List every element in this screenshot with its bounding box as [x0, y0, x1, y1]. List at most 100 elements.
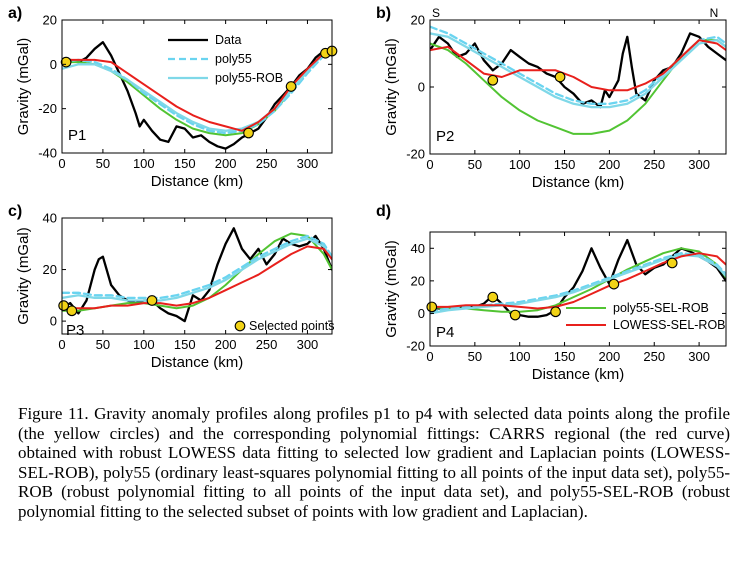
legend-label: Data: [215, 33, 241, 47]
selected-point: [66, 305, 78, 317]
panel-letter: b): [376, 5, 391, 22]
direction-label-south: S: [432, 6, 440, 20]
y-tick-label: -20: [38, 101, 57, 116]
selected-point: [666, 257, 678, 269]
y-tick-label: -20: [406, 339, 425, 354]
y-tick-label: 20: [411, 13, 425, 28]
series-data: [430, 32, 726, 109]
y-tick-label: 0: [418, 80, 425, 95]
x-axis-label: Distance (km): [532, 366, 625, 383]
x-tick-label: 150: [174, 337, 196, 352]
x-tick-label: 50: [468, 349, 482, 364]
x-axis-label: Distance (km): [151, 354, 244, 371]
x-tick-label: 200: [215, 156, 237, 171]
x-axis-label: Distance (km): [532, 174, 625, 191]
legend-label: LOWESS-SEL-ROB: [613, 318, 726, 332]
legend-label: Selected points: [249, 319, 334, 333]
selected-point: [509, 309, 521, 321]
figure-caption: Figure 11. Gravity anomaly profiles alon…: [18, 404, 730, 521]
series-poly55-sel-rob: [430, 247, 726, 313]
profile-label: P2: [436, 128, 454, 145]
x-tick-label: 0: [58, 337, 65, 352]
chart-panel-3: 0 50 100 150 200 250 300 0 20 40 Distance (km) Grav…: [8, 203, 334, 371]
chart-panel-1: 0 50 100 150 200 250 300 -40 -20 0 20 Distance (km)…: [8, 5, 338, 190]
series-lowess-sel-rob: [430, 39, 726, 92]
y-tick-label: -40: [38, 146, 57, 161]
y-tick-label: -20: [406, 147, 425, 162]
y-tick-label: 20: [43, 13, 57, 28]
x-tick-label: 300: [688, 349, 710, 364]
x-tick-label: 250: [256, 337, 278, 352]
series-data: [62, 227, 332, 323]
x-tick-label: 300: [297, 337, 319, 352]
x-tick-label: 150: [174, 156, 196, 171]
selected-point: [554, 71, 566, 83]
x-axis-label: Distance (km): [151, 173, 244, 190]
x-tick-label: 100: [133, 156, 155, 171]
x-tick-label: 200: [215, 337, 237, 352]
y-axis-label: Gravity (mGal): [15, 227, 32, 325]
panel-letter: a): [8, 5, 22, 22]
selected-point: [146, 295, 158, 306]
x-tick-label: 50: [468, 157, 482, 172]
x-tick-label: 150: [554, 349, 576, 364]
x-tick-label: 200: [599, 157, 621, 172]
x-tick-label: 0: [426, 157, 433, 172]
y-tick-label: 0: [418, 306, 425, 321]
x-tick-label: 250: [643, 349, 665, 364]
legend: Selected points: [234, 319, 334, 333]
y-tick-label: 0: [50, 57, 57, 72]
legend-marker-selected: [234, 320, 246, 332]
x-tick-label: 250: [643, 157, 665, 172]
x-tick-label: 200: [599, 349, 621, 364]
legend-label: poly55: [215, 52, 252, 66]
series-lowess-sel-rob: [430, 252, 726, 310]
panel-letter: d): [376, 203, 391, 220]
series-poly55-rob: [62, 237, 332, 302]
profile-label: P3: [66, 322, 84, 339]
x-tick-label: 250: [256, 156, 278, 171]
plot-frame: [61, 19, 333, 154]
selected-point: [243, 127, 254, 139]
x-tick-label: 100: [509, 157, 531, 172]
legend: Data poly55 poly55-ROB: [168, 33, 283, 85]
y-axis-label: Gravity (mGal): [15, 38, 32, 136]
selected-point: [550, 306, 561, 318]
figure: 0 50 100 150 200 250 300 -40 -20 0 20 Distance (km)…: [8, 5, 727, 383]
x-tick-label: 0: [58, 156, 65, 171]
x-tick-label: 0: [426, 349, 433, 364]
selected-point: [608, 278, 620, 290]
direction-label-north: N: [710, 6, 719, 20]
profile-label: P1: [68, 127, 86, 144]
selected-point: [58, 300, 69, 311]
y-axis-label: Gravity (mGal): [383, 240, 400, 338]
x-tick-label: 50: [96, 337, 110, 352]
selected-point: [487, 74, 499, 86]
panel-letter: c): [8, 203, 22, 220]
selected-point: [60, 56, 72, 68]
series-poly55: [430, 25, 726, 105]
legend-label: poly55-ROB: [215, 71, 283, 85]
series-poly55-rob: [430, 32, 726, 109]
plot-frame: [61, 217, 333, 335]
profile-label: P4: [436, 324, 454, 341]
selected-point: [426, 301, 438, 313]
legend: poly55-SEL-ROB LOWESS-SEL-ROB: [566, 301, 726, 332]
series-lowess-sel-rob: [62, 245, 332, 310]
plot-frame: [429, 231, 727, 347]
x-tick-label: 100: [133, 337, 155, 352]
x-tick-label: 300: [297, 156, 319, 171]
y-tick-label: 0: [50, 314, 57, 329]
x-tick-label: 300: [688, 157, 710, 172]
x-tick-label: 150: [554, 157, 576, 172]
selected-point: [285, 81, 297, 92]
y-tick-label: 40: [43, 211, 57, 226]
y-tick-label: 20: [411, 273, 425, 288]
y-tick-label: 40: [411, 241, 425, 256]
y-tick-label: 20: [43, 262, 57, 277]
x-tick-label: 50: [96, 156, 110, 171]
series-poly55: [62, 234, 332, 300]
